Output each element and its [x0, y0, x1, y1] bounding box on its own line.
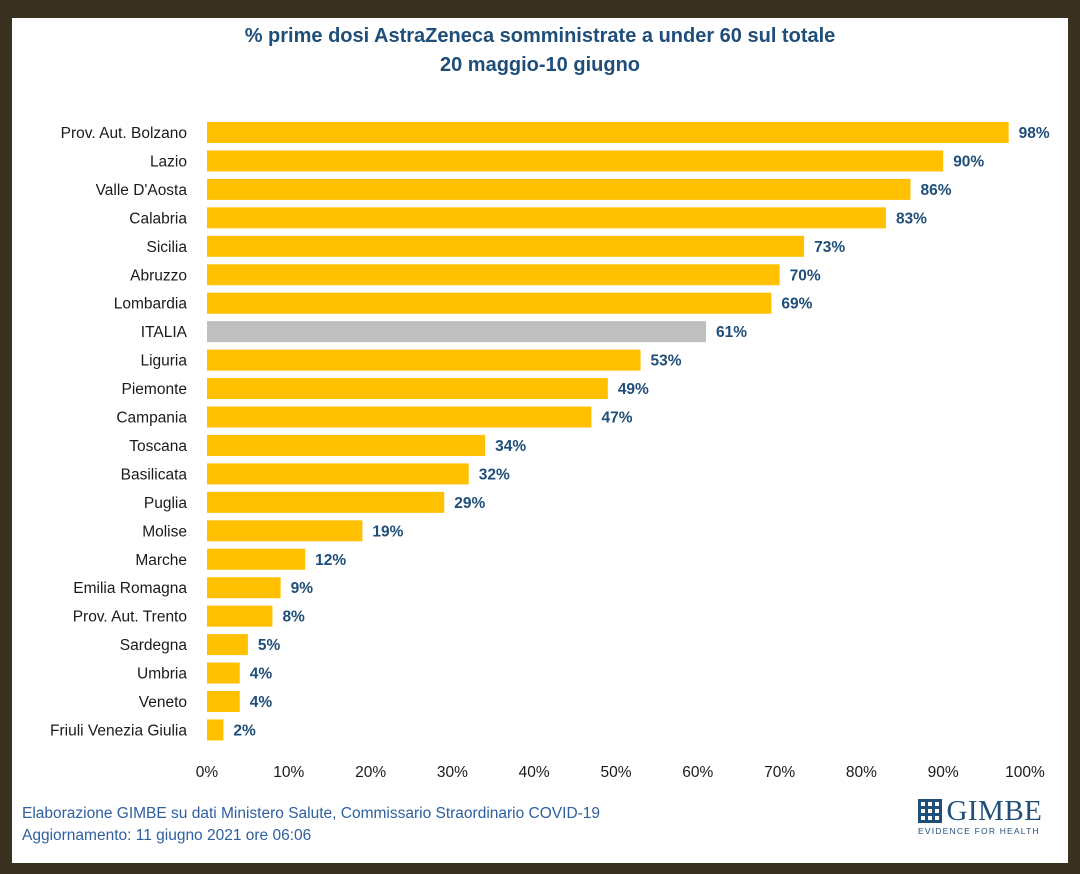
category-label: Toscana	[129, 438, 187, 455]
category-label: Prov. Aut. Trento	[73, 609, 187, 626]
bar	[207, 122, 1009, 143]
data-label: 49%	[618, 381, 649, 398]
data-label: 4%	[250, 666, 273, 683]
bar	[207, 406, 592, 428]
x-tick-label: 10%	[273, 764, 304, 781]
data-label: 90%	[953, 153, 984, 170]
bar	[207, 577, 281, 599]
x-tick-label: 70%	[764, 764, 795, 781]
bar	[207, 434, 486, 456]
bar	[207, 150, 944, 172]
footer-source: Elaborazione GIMBE su dati Ministero Sal…	[22, 805, 601, 822]
data-label: 2%	[233, 722, 256, 739]
category-label: Marche	[135, 552, 187, 569]
bar	[207, 349, 641, 371]
bar	[207, 691, 240, 712]
footer-source-block: Elaborazione GIMBE su dati Ministero Sal…	[22, 803, 600, 847]
bar	[207, 491, 445, 513]
grid-logo-icon	[918, 799, 942, 823]
bar	[207, 321, 706, 343]
footer-updated: Aggiornamento: 11 giugno 2021 ore 06:06	[22, 827, 312, 844]
data-label: 73%	[814, 239, 845, 256]
x-tick-label: 30%	[437, 764, 468, 781]
x-tick-label: 100%	[1005, 764, 1045, 781]
data-label: 70%	[790, 267, 821, 284]
bar	[207, 378, 608, 400]
x-tick-label: 80%	[846, 764, 877, 781]
bar	[207, 605, 273, 627]
category-label: Molise	[142, 523, 187, 540]
bar	[207, 264, 780, 286]
logo-tagline: EVIDENCE FOR HEALTH	[918, 826, 1040, 836]
data-label: 4%	[250, 694, 273, 711]
chart-title-line1: % prime dosi AstraZeneca somministrate a…	[244, 25, 836, 47]
chart-subtitle: 20 maggio-10 giugno	[439, 54, 641, 76]
category-label: Veneto	[139, 694, 187, 711]
x-tick-label: 50%	[600, 764, 631, 781]
data-label: 53%	[651, 353, 682, 370]
category-label: Abruzzo	[130, 267, 187, 284]
x-tick-label: 0%	[196, 764, 219, 781]
data-label: 29%	[454, 495, 485, 512]
data-label: 9%	[291, 580, 314, 597]
category-label: Valle D'Aosta	[96, 182, 188, 199]
bar	[207, 235, 805, 257]
category-label: Piemonte	[122, 381, 187, 398]
data-label: 19%	[372, 523, 403, 540]
bar	[207, 207, 886, 229]
bar	[207, 463, 469, 485]
category-label: Sicilia	[147, 239, 188, 256]
category-label: Lombardia	[114, 296, 188, 313]
data-label: 12%	[315, 552, 346, 569]
bar	[207, 292, 772, 314]
data-label: 32%	[479, 466, 510, 483]
category-label: Campania	[116, 410, 187, 427]
bar	[207, 719, 224, 741]
bar	[207, 634, 248, 656]
category-label: ITALIA	[141, 324, 188, 341]
category-label: Basilicata	[121, 466, 188, 483]
data-label: 69%	[781, 296, 812, 313]
category-label: Lazio	[150, 153, 187, 170]
bar	[207, 548, 306, 570]
category-label: Puglia	[144, 495, 187, 512]
category-label: Liguria	[140, 353, 187, 370]
data-label: 86%	[920, 182, 951, 199]
data-label: 83%	[896, 210, 927, 227]
category-label: Friuli Venezia Giulia	[50, 722, 187, 739]
category-label: Sardegna	[120, 637, 188, 654]
data-label: 5%	[258, 637, 281, 654]
logo-name: GIMBE	[946, 795, 1043, 827]
x-tick-label: 90%	[928, 764, 959, 781]
data-label: 61%	[716, 324, 747, 341]
category-label: Emilia Romagna	[73, 580, 187, 597]
category-label: Calabria	[129, 210, 187, 227]
bar	[207, 520, 363, 542]
bar	[207, 178, 911, 200]
category-label: Prov. Aut. Bolzano	[61, 125, 187, 142]
gimbe-logo: GIMBE EVIDENCE FOR HEALTH	[918, 797, 1048, 836]
data-label: 34%	[495, 438, 526, 455]
chart-title: % prime dosi AstraZeneca somministrate a…	[0, 22, 1080, 80]
bar	[207, 662, 240, 684]
x-tick-label: 20%	[355, 764, 386, 781]
data-label: 47%	[601, 410, 632, 427]
x-tick-label: 60%	[682, 764, 713, 781]
data-label: 8%	[282, 609, 305, 626]
category-label: Umbria	[137, 666, 187, 683]
data-label: 98%	[1019, 125, 1050, 142]
x-tick-label: 40%	[519, 764, 550, 781]
